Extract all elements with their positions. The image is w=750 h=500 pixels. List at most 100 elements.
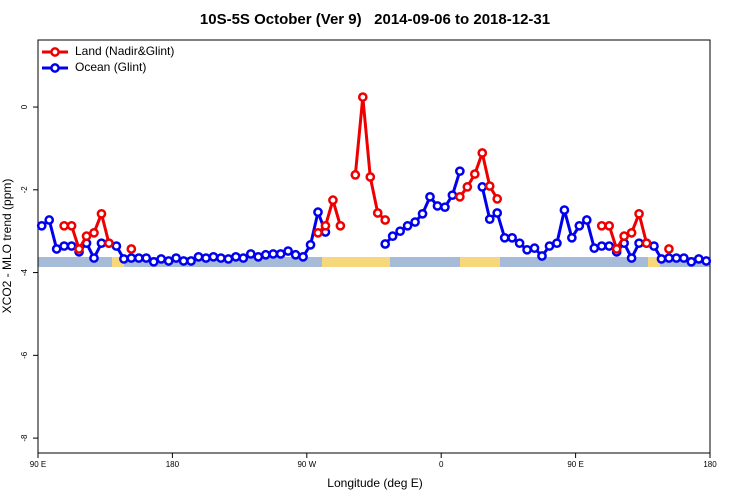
data-point [701, 256, 712, 266]
data-point [664, 253, 674, 263]
x-axis-label: Longitude (deg E) [327, 476, 422, 490]
data-point [514, 238, 525, 249]
data-point [305, 239, 316, 250]
x-tick-label: 180 [703, 460, 717, 469]
data-point [126, 253, 137, 263]
legend-marker [50, 63, 60, 73]
data-point [596, 220, 607, 231]
data-point [223, 254, 234, 264]
data-point [148, 256, 159, 267]
land-strip [460, 257, 500, 267]
data-point [104, 238, 114, 249]
y-tick-label: -8 [20, 434, 29, 442]
x-tick-label: 90 E [567, 460, 583, 469]
data-point [626, 227, 637, 238]
data-point [66, 220, 77, 231]
data-point [477, 148, 488, 158]
data-point [298, 251, 308, 262]
data-point [537, 251, 547, 261]
data-point [111, 241, 122, 251]
data-point [335, 220, 346, 231]
data-point [626, 253, 637, 263]
data-point [380, 215, 391, 225]
data-point [432, 201, 443, 211]
data-point [649, 241, 659, 251]
data-point [679, 253, 689, 263]
data-point [178, 256, 189, 266]
data-point [567, 232, 577, 243]
data-point [455, 166, 465, 177]
y-tick-label: -2 [20, 186, 29, 194]
data-point [186, 256, 196, 266]
data-point [313, 207, 323, 218]
data-point [245, 249, 256, 259]
data-point [484, 181, 495, 191]
data-point [96, 238, 107, 249]
data-point [193, 251, 204, 262]
data-point [201, 253, 211, 263]
data-point [469, 169, 480, 179]
data-point [455, 191, 465, 202]
data-point [589, 243, 600, 254]
data-point [686, 256, 697, 267]
data-point [357, 92, 368, 102]
data-point [66, 241, 77, 251]
land-strip [648, 257, 660, 267]
x-tick-label: 90 W [297, 460, 316, 469]
data-point [119, 254, 129, 264]
data-point [96, 208, 107, 219]
data-point [283, 246, 293, 256]
data-point [634, 208, 644, 219]
y-axis-label: XCO2 - MLO trend (ppm) [0, 179, 14, 314]
data-point [611, 244, 622, 254]
x-tick-label: 180 [166, 460, 180, 469]
data-point [462, 182, 473, 192]
data-point [328, 195, 338, 206]
data-point [208, 251, 219, 262]
data-point [671, 253, 682, 263]
chart-title: 10S-5S October (Ver 9) 2014-09-06 to 201… [200, 11, 550, 28]
data-point [581, 215, 592, 225]
data-point [402, 220, 413, 231]
data-point [477, 182, 488, 192]
data-point [156, 254, 167, 264]
data-point [89, 253, 99, 263]
data-point [141, 253, 152, 263]
data-point [574, 220, 585, 231]
data-point [410, 217, 420, 227]
data-point [253, 251, 264, 262]
plot-frame [37, 39, 711, 454]
data-point [387, 231, 398, 242]
data-point [417, 208, 428, 219]
data-point [559, 205, 570, 215]
data-point [604, 220, 615, 231]
data-point [492, 194, 503, 204]
data-point [59, 220, 69, 231]
data-point [133, 253, 144, 263]
data-point [522, 244, 532, 255]
data-point [544, 241, 555, 251]
data-point [664, 244, 674, 254]
legend-marker [50, 47, 60, 57]
data-point [499, 232, 510, 243]
data-point [552, 238, 562, 249]
data-point [260, 249, 271, 260]
data-point [596, 241, 607, 251]
data-point [395, 226, 405, 237]
data-point [507, 232, 517, 243]
land-strip [322, 257, 390, 267]
data-point [59, 241, 69, 251]
data-point [365, 172, 376, 182]
data-point [350, 170, 361, 180]
land-ocean-strip [38, 257, 710, 267]
data-point [656, 254, 667, 264]
x-tick-label: 0 [439, 460, 444, 469]
data-point [425, 191, 435, 202]
data-point [74, 244, 84, 254]
y-tick-label: 0 [20, 104, 29, 109]
data-point [641, 238, 652, 249]
data-point [44, 215, 55, 225]
x-tick-label: 90 E [30, 460, 46, 469]
data-point [163, 256, 174, 266]
